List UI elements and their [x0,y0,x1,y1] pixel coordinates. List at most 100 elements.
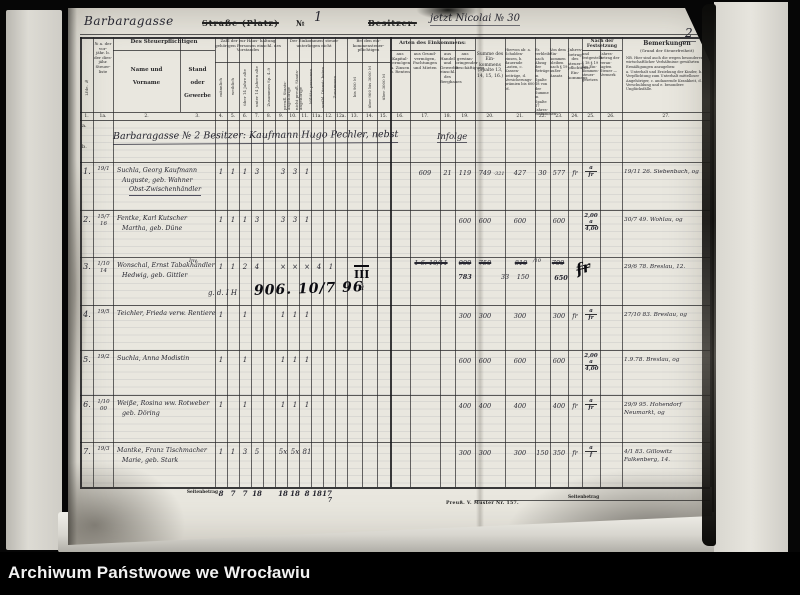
remark-line: 29/9 95. Hohendorf [624,402,682,408]
remark: 29/9 95. Hohendorf Neumarkt, og [624,402,710,417]
grade-mark-sub: ü [359,283,365,292]
amount: 600 [458,357,472,365]
grid-line-vertical [550,37,551,487]
household-count: 3 [254,216,260,224]
grid-line-vertical [287,37,288,487]
page-total-row: Seitenbetrag 8 7 7 18 18 18 8 18 17 7 Se… [68,487,712,506]
column-header: preuß. Staats- angehörige [282,81,291,110]
grid-line-horizontal [80,442,710,443]
owner-label-printed: Besitzer: [368,18,417,28]
entry-date-line: 1/10 [97,399,110,405]
stamp-bottom: fr [585,404,597,411]
column-number: 19. [461,113,469,119]
tally-mark: 3 [280,216,286,224]
entry-date-line: 19/3 [97,446,110,452]
handwritten-note: g. d. I H [208,289,237,297]
corrected-amount: 33 [500,273,510,281]
stamp-bottom: 4,00 [585,225,599,232]
stamp-top: a [589,165,593,171]
tally-mark: 5x [278,448,288,456]
column-number-row: 1. 1a. 2. 3. 4. 5. 6. 7. 8. 9. 10. 11. 1… [80,112,710,120]
column-number: 17. [421,113,429,119]
column-header: weibl. Dienst- boten [320,66,325,108]
household-count: 1 [218,401,224,409]
remark-line: 29/6 78. Breslau, 12. [624,264,686,270]
entry-date-line: 00 [100,405,107,412]
total-value: 7 [230,489,236,498]
grid-line-vertical [347,37,348,487]
column-header-annual: Jahres- betrag des steuer- pflichtigen E… [568,47,590,80]
house-entry-handwritten: Barbaragasse № 2 Besitzer: Kaufmann Hugo… [112,129,399,145]
page-stack-right [714,2,788,552]
amount: 400 [552,402,566,410]
tally-mark: 1 [304,216,310,224]
grid-line-horizontal [80,350,710,351]
column-number: 25. [587,113,595,119]
total-value: 17 [322,489,332,498]
column-number: 9. [278,113,284,119]
entry-date: 1/10 00 [93,399,114,412]
column-number: 18. [443,113,452,119]
amount: 300 [478,312,492,320]
tally-mark: 1 [292,401,298,409]
name-line: Hedwig, geb. Gittler [122,271,188,279]
remark-line: Neumarkt, og [624,409,665,416]
entry-date-line: 16 [100,220,107,227]
amount: 609 [418,169,432,177]
name-insert: Inv. [189,258,199,264]
grid-line-vertical [362,37,363,487]
amount: 400 [478,402,492,410]
column-header: über 3000 M [380,73,386,101]
amount: 600 [478,357,492,365]
amount: 300 [513,312,527,320]
column-header: Zusammen Sp. 4–9 [266,67,271,107]
column-header: männlich [218,77,223,97]
column-header: Lfde. № [83,78,89,96]
household-count: 1 [230,216,236,224]
household-count: 1 [230,168,236,176]
table-row: 6. 1/10 00 Weiße, Rosina ww. Rotweber geb.… [68,395,712,442]
entry-date-line: 1/10 [97,261,110,267]
column-header: Zusammen [332,75,337,99]
total-value: 18 [278,489,288,498]
grid-line-horizontal [80,120,710,121]
column-header: aus gewinn- bringender Beschäftigung [455,51,485,70]
name-line: Mantke, Franz Tischmacher [117,447,207,454]
table-row: 3. 1/10 14 Wonschal, Ernst Tabakhändler In… [68,257,712,305]
tally-mark: 1 [328,263,334,271]
stamp-top: a [589,445,593,451]
column-number: 7. [254,113,260,119]
tax-free-mark: fr [572,169,578,177]
tax-stamp: a fr [582,398,600,411]
grid-line-vertical [377,37,378,487]
grid-line-vertical [311,37,312,487]
remark: 30/7 49. Wohlau, og [624,217,710,225]
grid-line-vertical [505,37,506,487]
column-header: aus Handel und Gewerbe einschl. des Berg… [440,51,462,84]
column-header: unter 14 Jahren alte [254,66,259,108]
total-value: 8 [304,489,310,498]
grid-line-vertical [475,37,476,487]
grid-line-vertical [180,37,181,112]
grid-line-horizontal [80,257,710,258]
column-number: 13. [350,113,359,119]
tally-mark: 1 [304,311,310,319]
grid-line-horizontal [80,34,710,35]
amount: 400 [513,402,527,410]
table-row: 1. 19/1 Suchla, Georg Kaufmann Auguste, g… [68,162,712,210]
grid-line-vertical [215,37,216,487]
amount: 600 [513,217,527,225]
amount: 119 [458,169,472,177]
grid-line-vertical [113,37,114,487]
form-number: Preuß. V. Muster Nr. 157. [446,501,519,506]
tax-stamp: a fr [582,165,600,178]
struck-amount: 900 [458,259,472,267]
grid-line-vertical [323,37,324,487]
tally-mark: 3 [280,168,286,176]
tax-stamp: 2,00 a 4,00 [582,353,600,372]
amount: 600 [513,357,527,365]
column-header-stand-text: Stand oder Gewerbe [184,67,211,99]
struck-amount: 1 6. 10/11 [414,259,448,267]
